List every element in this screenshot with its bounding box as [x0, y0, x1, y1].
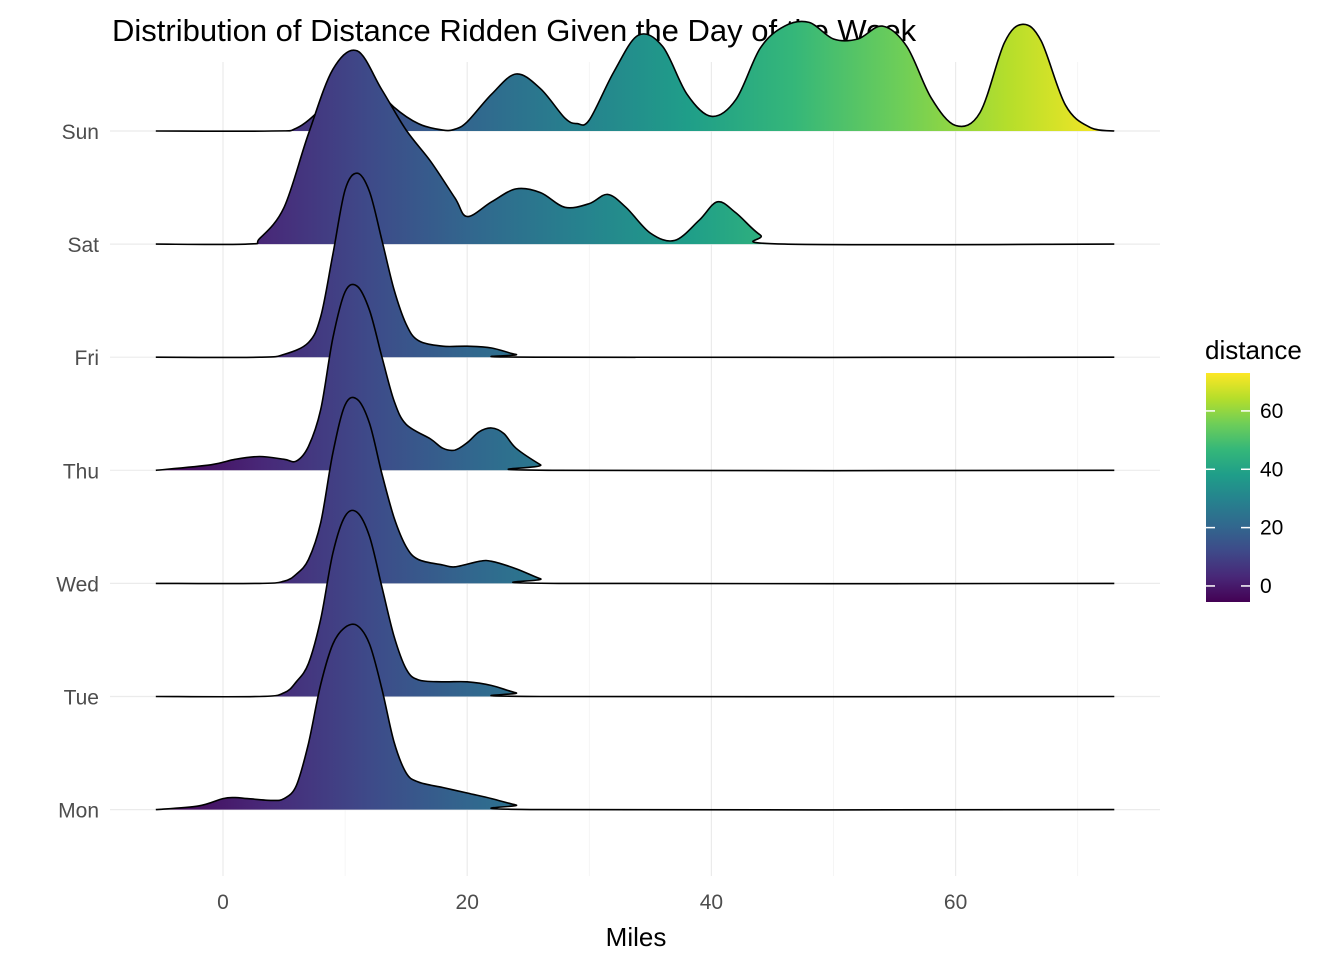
ridge-fill [155, 624, 1115, 810]
y-tick-label: Mon [58, 800, 99, 823]
x-tick-label: 20 [456, 891, 479, 914]
legend-tick-label: 40 [1260, 458, 1283, 481]
legend-ticks: 0 20 40 60 [1206, 400, 1283, 598]
ridge-outline [155, 509, 1115, 698]
ridge-fill [155, 510, 1115, 697]
ridge-outline [155, 49, 1115, 246]
ridge-outline [155, 623, 1115, 811]
y-tick-label: Sun [62, 121, 99, 144]
ridge-fill [155, 50, 1115, 245]
legend-tick-label: 60 [1260, 400, 1283, 423]
y-tick-label: Sat [67, 234, 99, 257]
ridge-wed [155, 396, 1115, 585]
x-axis-label: Miles [606, 922, 667, 952]
ridge-fri [155, 172, 1115, 359]
legend: distance 0 20 40 60 [1205, 335, 1302, 602]
x-tick-label: 60 [944, 891, 967, 914]
legend-tick-label: 20 [1260, 517, 1283, 540]
x-axis-ticks: 0 20 40 60 [217, 891, 967, 914]
y-tick-label: Wed [56, 573, 99, 596]
legend-tick-label: 0 [1260, 575, 1272, 598]
ridges [155, 20, 1115, 811]
ridge-tue [155, 509, 1115, 698]
ridge-mon [155, 623, 1115, 811]
y-axis-ticks: Sun Sat Fri Thu Wed Tue Mon [56, 121, 99, 823]
ridge-sat [155, 49, 1115, 246]
ridge-fill [155, 21, 1115, 132]
y-tick-label: Tue [64, 687, 99, 710]
ridge-fill [155, 397, 1115, 584]
ridge-thu [155, 283, 1115, 472]
legend-title: distance [1205, 335, 1302, 365]
x-tick-label: 0 [217, 891, 229, 914]
y-tick-label: Fri [75, 347, 100, 370]
ridge-outline [155, 172, 1115, 359]
ridge-fill [155, 173, 1115, 358]
x-tick-label: 40 [700, 891, 723, 914]
legend-colorbar [1206, 373, 1250, 602]
ridge-outline [155, 283, 1115, 472]
ridge-outline [155, 396, 1115, 585]
ridge-fill [155, 284, 1115, 471]
y-tick-label: Thu [63, 460, 99, 483]
